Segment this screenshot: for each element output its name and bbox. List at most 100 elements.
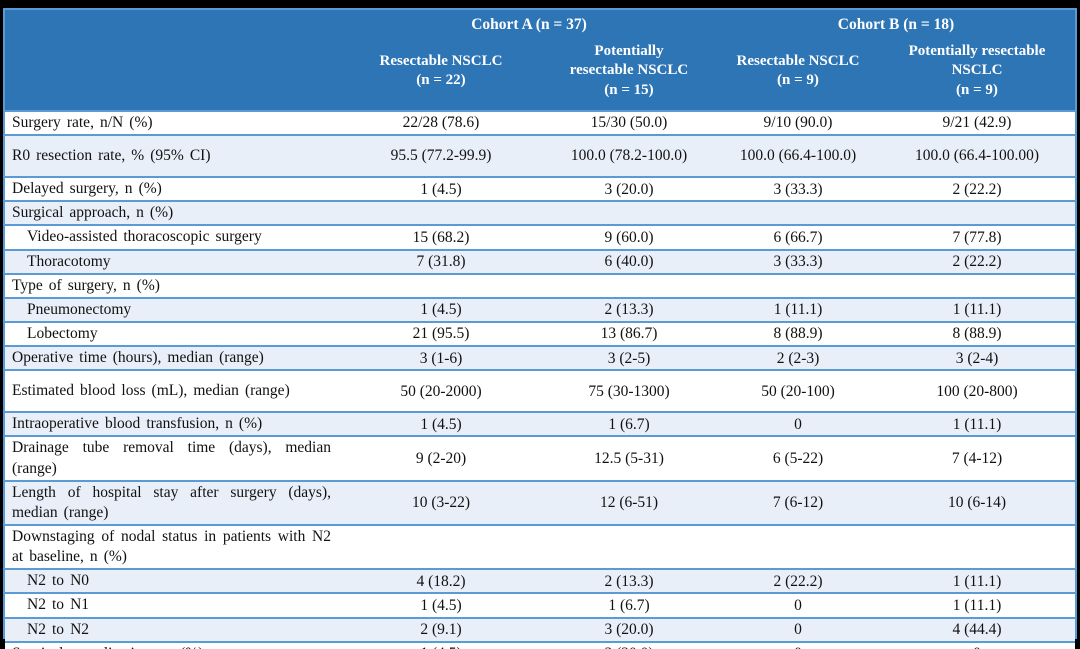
row-label: Lobectomy xyxy=(27,324,98,342)
row-label: Estimated blood loss (mL), median (range… xyxy=(12,382,290,400)
column-header-row: Resectable NSCLC (n = 22) Potentially re… xyxy=(5,36,1075,110)
value-cell: 8 (88.9) xyxy=(952,325,1002,343)
value-cell: 15 (68.2) xyxy=(412,228,470,246)
row-label: Drainage tube removal time (days), media… xyxy=(12,439,331,477)
row-label: Operative time (hours), median (range) xyxy=(12,349,264,367)
table-row: Surgery rate, n/N (%) 22/28 (78.6) 15/30 (… xyxy=(5,110,1075,135)
row-label: R0 resection rate, % (95% CI) xyxy=(12,147,211,165)
row-label: Downstaging of nodal status in patients … xyxy=(12,527,331,566)
value-cell: 50 (20-100) xyxy=(761,382,835,400)
cohort-a-group-header: Cohort A (n = 37) xyxy=(471,15,587,33)
value-cell: 1 (11.1) xyxy=(952,301,1002,319)
value-cell: 100.0 (66.4-100.00) xyxy=(915,147,1039,165)
table-row: Length of hospital stay after surgery (d… xyxy=(5,479,1075,524)
value-cell: 1 (11.1) xyxy=(773,301,823,319)
table-row: Downstaging of nodal status in patients … xyxy=(5,523,1075,569)
row-label: Surgical approach, n (%) xyxy=(12,204,174,222)
row-label: Pneumonectomy xyxy=(27,300,132,318)
row-label: Surgery rate, n/N (%) xyxy=(12,114,153,131)
value-cell: 7 (4-12) xyxy=(951,449,1003,467)
table-row: Delayed surgery, n (%) 1 (4.5) 3 (20.0) 3 (… xyxy=(5,176,1075,201)
table-row: Video-assisted thoracoscopic surgery 15 (… xyxy=(5,224,1075,249)
value-cell: 4 (44.4) xyxy=(952,620,1002,638)
value-cell: 0 xyxy=(794,620,802,638)
table-row: N2 to N2 2 (9.1) 3 (20.0) 0 4 (44.4) xyxy=(5,616,1075,641)
value-cell: 9/10 (90.0) xyxy=(763,114,833,132)
column-header-potentially-resectable-a: Potentially resectable NSCLC (n = 15) xyxy=(569,42,689,98)
value-cell: 1 (4.5) xyxy=(420,415,462,433)
value-cell: 6 (40.0) xyxy=(604,252,654,270)
value-cell: 1 (4.5) xyxy=(420,180,462,198)
table-row: Type of surgery, n (%) xyxy=(5,272,1075,297)
table-row: Drainage tube removal time (days), media… xyxy=(5,435,1075,480)
value-cell: 1 (11.1) xyxy=(952,596,1002,614)
row-label: N2 to N1 xyxy=(27,596,90,614)
value-cell: 100.0 (78.2-100.0) xyxy=(570,147,688,165)
column-header-resectable-b: Resectable NSCLC (n = 9) xyxy=(736,52,860,89)
value-cell: 3 (33.3) xyxy=(773,180,823,198)
value-cell: 1 (11.1) xyxy=(952,572,1002,590)
value-cell: 9/21 (42.9) xyxy=(942,114,1012,132)
value-cell: 3 (33.3) xyxy=(773,252,823,270)
table-row: Surgical complications, n (%)1 (4.5)3 (2… xyxy=(5,640,1075,649)
value-cell: 0 xyxy=(879,644,1075,649)
value-cell: 7 (31.8) xyxy=(416,252,466,270)
value-cell: 9 (2-20) xyxy=(415,449,467,467)
value-cell: 2 (9.1) xyxy=(420,620,462,638)
value-cell: 1 (6.7) xyxy=(608,415,650,433)
value-cell: 2 (13.3) xyxy=(604,572,654,590)
value-cell: 2 (22.2) xyxy=(773,572,823,590)
value-cell: 6 (5-22) xyxy=(772,449,824,467)
table-row: Surgical approach, n (%) xyxy=(5,200,1075,225)
row-label: Surgical complications, n (%) xyxy=(5,643,341,649)
table-header: Cohort A (n = 37) Cohort B (n = 18) Rese… xyxy=(5,10,1075,110)
value-cell: 10 (6-14) xyxy=(947,494,1007,512)
table-row: R0 resection rate, % (95% CI) 95.5 (77.2-… xyxy=(5,134,1075,177)
table-page: Cohort A (n = 37) Cohort B (n = 18) Rese… xyxy=(3,8,1077,649)
value-cell: 3 (1-6) xyxy=(419,349,463,367)
value-cell: 100.0 (66.4-100.0) xyxy=(739,147,857,165)
value-cell: 1 (11.1) xyxy=(952,415,1002,433)
column-header-resectable-a: Resectable NSCLC (n = 22) xyxy=(379,52,503,89)
value-cell: 9 (60.0) xyxy=(604,228,654,246)
value-cell: 3 (20.0) xyxy=(604,620,654,638)
value-cell: 4 (18.2) xyxy=(416,572,466,590)
table-row: N2 to N1 1 (4.5) 1 (6.7) 0 1 (11.1) xyxy=(5,592,1075,617)
value-cell: 75 (30-1300) xyxy=(588,382,670,400)
value-cell: 50 (20-2000) xyxy=(400,382,482,400)
value-cell: 7 (77.8) xyxy=(952,228,1002,246)
row-label: Type of surgery, n (%) xyxy=(12,276,160,294)
value-cell: 12 (6-51) xyxy=(599,494,659,512)
value-cell: 13 (86.7) xyxy=(600,325,658,343)
value-cell: 21 (95.5) xyxy=(412,325,470,343)
value-cell: 2 (2-3) xyxy=(776,349,820,367)
row-label: Length of hospital stay after surgery (d… xyxy=(12,483,331,521)
value-cell: 3 (20.0) xyxy=(541,644,717,649)
value-cell: 100 (20-800) xyxy=(936,382,1018,400)
table-row: Thoracotomy 7 (31.8) 6 (40.0) 3 (33.3) 2 (22… xyxy=(5,248,1075,273)
value-cell: 10 (3-22) xyxy=(411,494,471,512)
value-cell: 1 (4.5) xyxy=(420,301,462,319)
table-body: Surgery rate, n/N (%) 22/28 (78.6) 15/30 (… xyxy=(5,110,1075,649)
value-cell: 0 xyxy=(794,596,802,614)
value-cell: 95.5 (77.2-99.9) xyxy=(390,147,492,165)
value-cell: 1 (6.7) xyxy=(608,596,650,614)
table-row: Pneumonectomy 1 (4.5) 2 (13.3) 1 (11.1) 1 (1… xyxy=(5,296,1075,321)
value-cell: 0 xyxy=(794,415,802,433)
value-cell: 2 (22.2) xyxy=(952,252,1002,270)
table-row: N2 to N0 4 (18.2) 2 (13.3) 2 (22.2) 1 (11.1) xyxy=(5,568,1075,593)
value-cell: 1 (4.5) xyxy=(420,596,462,614)
value-cell: 22/28 (78.6) xyxy=(402,114,480,132)
value-cell: 1 (4.5) xyxy=(341,644,541,649)
table-row: Lobectomy 21 (95.5) 13 (86.7) 8 (88.9) 8 (88… xyxy=(5,320,1075,346)
value-cell: 8 (88.9) xyxy=(773,325,823,343)
value-cell: 0 xyxy=(717,644,879,649)
value-cell: 3 (2-5) xyxy=(607,349,651,367)
table-row: Intraoperative blood transfusion, n (%) 1… xyxy=(5,411,1075,436)
cohort-b-group-header: Cohort B (n = 18) xyxy=(837,15,955,33)
row-label: Video-assisted thoracoscopic surgery xyxy=(27,228,262,246)
value-cell: 7 (6-12) xyxy=(772,494,824,512)
row-label: N2 to N0 xyxy=(27,572,90,590)
column-header-potentially-resectable-b: Potentially resectable NSCLC (n = 9) xyxy=(908,42,1046,98)
